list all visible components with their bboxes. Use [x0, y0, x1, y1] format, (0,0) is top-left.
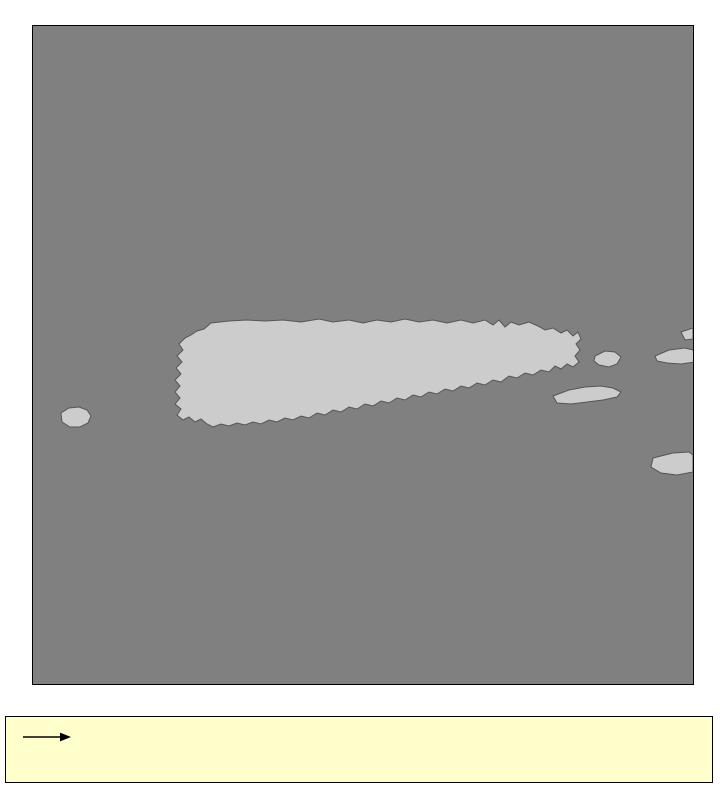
- land-culebra: [593, 350, 622, 368]
- right-arrow-icon: [23, 732, 71, 742]
- land-vieques: [552, 385, 622, 405]
- land-puerto-rico: [174, 318, 582, 428]
- land-st-croix: [650, 451, 693, 476]
- legend-panel: [5, 716, 713, 783]
- map-figure: [32, 25, 694, 685]
- land-tortola: [680, 327, 693, 341]
- landmass-layer: [60, 318, 693, 476]
- velocity-vector-field: [33, 26, 693, 684]
- map-plot-area[interactable]: [32, 25, 694, 685]
- land-st-thomas: [654, 347, 693, 365]
- land-mona-island: [60, 406, 92, 428]
